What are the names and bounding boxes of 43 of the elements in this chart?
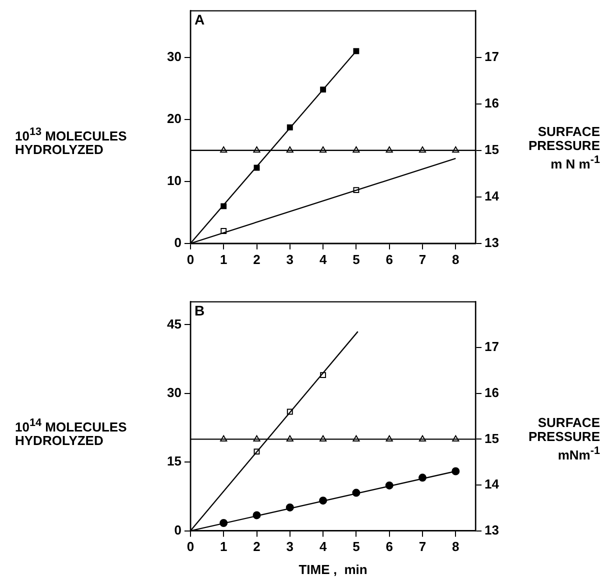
y-tick-label: 10 xyxy=(166,172,182,188)
y-tick-label: 20 xyxy=(166,110,182,126)
x-tick-label: 0 xyxy=(186,252,194,267)
x-tick-label: 7 xyxy=(418,252,426,267)
x-tick-label: 8 xyxy=(452,252,460,267)
annotation: A xyxy=(194,12,205,28)
x-tick-label: 0 xyxy=(186,539,194,554)
y-tick-label: 45 xyxy=(166,316,182,332)
x-tick-label: 5 xyxy=(352,539,360,554)
x-tick-label: 1 xyxy=(220,539,228,554)
x-tick-label: 1 xyxy=(220,252,228,267)
y2-tick-label: 15 xyxy=(484,142,500,157)
x-tick-label: 6 xyxy=(386,252,393,267)
x-tick-label: 2 xyxy=(253,539,260,554)
y-tick-label: 30 xyxy=(166,384,182,400)
y2-tick-label: 16 xyxy=(484,384,500,400)
x-tick-label: 7 xyxy=(418,539,426,554)
y-tick-label: 15 xyxy=(166,454,182,469)
y2-tick-label: 17 xyxy=(484,339,500,354)
y2-axis-title: SURFACE PRESSURE m N m$^{-1}$ xyxy=(527,124,600,172)
x-tick-label: 8 xyxy=(452,539,460,554)
x-tick-label: 3 xyxy=(286,252,294,267)
y2-tick-label: 13 xyxy=(484,522,500,538)
y-tick-label: 0 xyxy=(174,522,182,538)
y-tick-label: 0 xyxy=(174,234,182,250)
x-tick-label: 2 xyxy=(253,252,260,267)
x-tick-label: 4 xyxy=(319,252,328,267)
y2-tick-label: 15 xyxy=(484,430,500,446)
y-axis-title: 10$^{13}$ MOLECULES HYDROLYZED xyxy=(15,125,128,158)
y2-tick-label: 16 xyxy=(484,95,500,110)
y-axis-title: 10$^{14}$ MOLECULES HYDROLYZED xyxy=(15,416,128,448)
y2-tick-label: 13 xyxy=(484,234,500,250)
y2-tick-label: 14 xyxy=(484,188,500,204)
annotation: B xyxy=(194,302,205,319)
x-tick-label: 3 xyxy=(286,539,294,554)
y2-axis-title: SURFACE PRESSURE mNm$^{-1}$ xyxy=(527,415,600,462)
x-tick-label: 6 xyxy=(386,539,393,554)
x-tick-label: 5 xyxy=(352,252,360,267)
y2-tick-label: 17 xyxy=(484,48,500,64)
y-tick-label: 30 xyxy=(166,48,182,64)
x-tick-label: 4 xyxy=(319,539,328,554)
y2-tick-label: 14 xyxy=(484,476,500,492)
x-axis-title: TIME , min xyxy=(298,562,368,577)
